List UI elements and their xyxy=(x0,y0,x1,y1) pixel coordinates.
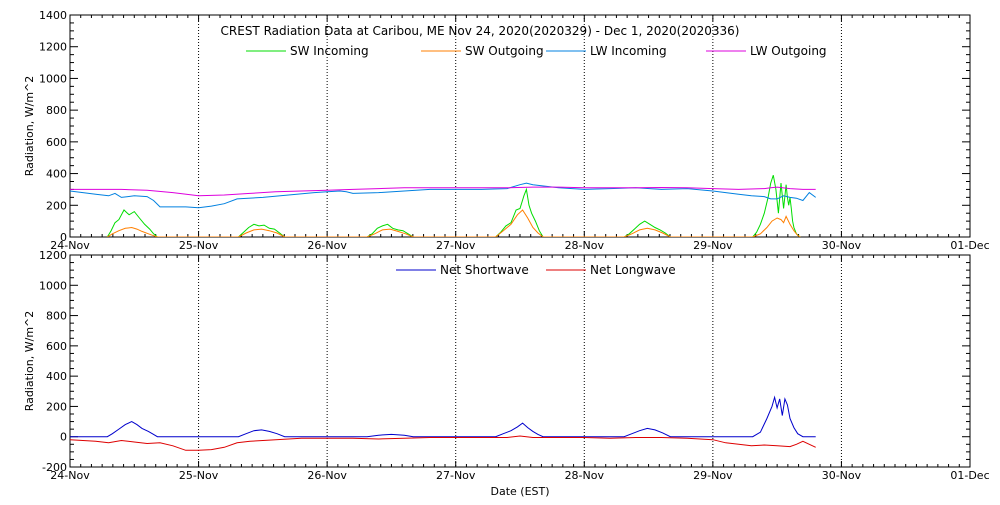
legend-label: Net Longwave xyxy=(590,263,676,277)
y-tick-label: 0 xyxy=(60,431,67,444)
y-tick-label: 200 xyxy=(46,199,67,212)
series-line-lw-outgoing xyxy=(70,186,816,197)
y-axis-label: Radiation, W/m^2 xyxy=(23,76,36,177)
x-tick-label: 01-Dec xyxy=(950,239,989,252)
x-tick-label: 29-Nov xyxy=(693,469,733,482)
legend-label: Net Shortwave xyxy=(440,263,529,277)
chart-title: CREST Radiation Data at Caribou, ME Nov … xyxy=(221,24,740,38)
x-tick-label: 30-Nov xyxy=(822,469,862,482)
x-tick-label: 28-Nov xyxy=(565,239,605,252)
x-tick-label: 27-Nov xyxy=(436,239,476,252)
y-tick-label: 800 xyxy=(46,310,67,323)
y-tick-label: 200 xyxy=(46,400,67,413)
y-tick-label: 0 xyxy=(60,231,67,244)
x-tick-label: 24-Nov xyxy=(50,469,90,482)
series-line-net-shortwave xyxy=(70,395,816,438)
x-tick-label: 26-Nov xyxy=(307,469,347,482)
bottom-panel: -200 0 200 400 600 800 1000 1200 24-Nov 25-Nov 26-… xyxy=(23,249,990,482)
x-tick-label: 26-Nov xyxy=(307,239,347,252)
x-tick-label: 25-Nov xyxy=(179,469,219,482)
x-tick-label: 27-Nov xyxy=(436,469,476,482)
x-axis-label: Date (EST) xyxy=(490,485,549,498)
x-tick-label: 25-Nov xyxy=(179,239,219,252)
y-tick-label: 1200 xyxy=(39,41,67,54)
y-tick-label: 400 xyxy=(46,168,67,181)
top-panel: 0 200 400 600 800 1000 1200 1400 24-Nov 25-Nov 26-… xyxy=(23,9,990,252)
x-tick-label: 30-Nov xyxy=(822,239,862,252)
y-tick-label: 1400 xyxy=(39,9,67,22)
legend-label: SW Outgoing xyxy=(465,44,544,58)
legend-label: LW Outgoing xyxy=(750,44,827,58)
series-line-sw-incoming xyxy=(106,175,801,237)
legend-label: LW Incoming xyxy=(590,44,667,58)
x-tick-label: 24-Nov xyxy=(50,239,90,252)
legend-label: SW Incoming xyxy=(290,44,369,58)
y-axis-label: Radiation, W/m^2 xyxy=(23,311,36,412)
y-tick-label: 600 xyxy=(46,136,67,149)
y-tick-label: 600 xyxy=(46,340,67,353)
y-tick-label: -200 xyxy=(42,461,67,474)
series-line-lw-incoming xyxy=(70,182,817,209)
series-line-sw-outgoing xyxy=(107,209,801,237)
y-tick-label: 800 xyxy=(46,104,67,117)
y-tick-label: 400 xyxy=(46,370,67,383)
series-line-net-longwave xyxy=(70,435,816,451)
y-tick-label: 1200 xyxy=(39,249,67,262)
y-tick-label: 1000 xyxy=(39,72,67,85)
y-tick-label: 1000 xyxy=(39,279,67,292)
x-tick-label: 29-Nov xyxy=(693,239,733,252)
x-tick-label: 01-Dec xyxy=(950,469,989,482)
x-tick-label: 28-Nov xyxy=(565,469,605,482)
